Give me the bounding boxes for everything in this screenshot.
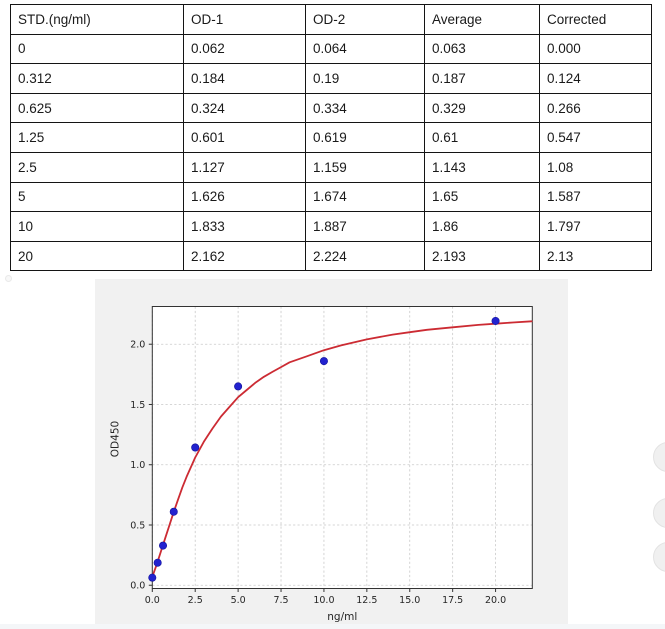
table-row: 5 1.626 1.674 1.65 1.587	[10, 181, 652, 213]
table-cell: 0.266	[539, 92, 652, 124]
table-cell: 5	[10, 181, 184, 213]
y-tick-label: 2.0	[130, 340, 145, 351]
table-cell: 20	[10, 240, 184, 272]
table-cell: 10	[10, 211, 184, 242]
x-tick-label: 15.0	[399, 595, 420, 606]
table-header-cell: OD-1	[183, 4, 306, 35]
x-tick-label: 0.0	[145, 595, 160, 606]
table-header-row: STD.(ng/ml) OD-1 OD-2 Average Corrected	[10, 4, 652, 35]
y-tick-label: 1.5	[130, 400, 145, 411]
table-cell: 1.674	[305, 181, 425, 213]
table-cell: 1.833	[183, 211, 306, 242]
table-cell: 0.184	[183, 63, 306, 94]
page-bottom-band	[0, 624, 665, 629]
table-cell: 1.86	[424, 211, 540, 242]
table-cell: 2.224	[305, 240, 425, 272]
data-point	[159, 541, 168, 550]
table-cell: 1.143	[424, 151, 540, 183]
table-cell: 1.127	[183, 151, 306, 183]
table-cell: 0.187	[424, 63, 540, 94]
data-point	[491, 316, 500, 325]
y-tick-label: 0.0	[130, 581, 145, 592]
table-cell: 0.334	[305, 92, 425, 124]
table-cell: 0.619	[305, 122, 425, 153]
table-cell: 1.65	[424, 181, 540, 213]
table-cell: 0.625	[10, 92, 184, 124]
table-header-cell: Average	[424, 4, 540, 35]
table-cell: 1.25	[10, 122, 184, 153]
table-cell: 2.13	[539, 240, 652, 272]
standard-curve-chart: 0.0 2.5 5.0 7.5 10.0 12.5 15.0 17.5 20.0 0.0 0.5 1.…	[109, 306, 533, 623]
data-point	[191, 443, 200, 452]
table-row: 2.5 1.127 1.159 1.143 1.08	[10, 151, 652, 183]
table-cell: 0	[10, 33, 184, 65]
table-cell: 0.063	[424, 33, 540, 65]
table-cell: 0.062	[183, 33, 306, 65]
table-cell: 0.601	[183, 122, 306, 153]
edge-widget-button-1[interactable]	[653, 442, 665, 472]
table-row: 0.312 0.184 0.19 0.187 0.124	[10, 63, 652, 94]
standards-table: STD.(ng/ml) OD-1 OD-2 Average Corrected 0 0.0…	[10, 4, 652, 272]
data-point	[153, 558, 162, 567]
table-row: 10 1.833 1.887 1.86 1.797	[10, 211, 652, 242]
table-cell: 0.19	[305, 63, 425, 94]
plot-area	[152, 306, 533, 589]
table-cell: 1.587	[539, 181, 652, 213]
table-cell: 0.547	[539, 122, 652, 153]
table-cell: 0.124	[539, 63, 652, 94]
table-row: 0.625 0.324 0.334 0.329 0.266	[10, 92, 652, 124]
table-cell: 1.159	[305, 151, 425, 183]
table-cell: 0.324	[183, 92, 306, 124]
x-tick-label: 7.5	[273, 595, 288, 606]
x-axis-label: ng/ml	[327, 611, 357, 623]
table-cell: 0.329	[424, 92, 540, 124]
data-point	[319, 357, 328, 366]
table-cell: 1.887	[305, 211, 425, 242]
y-axis-label: OD450	[109, 421, 121, 457]
table-row: 0 0.062 0.064 0.063 0.000	[10, 33, 652, 65]
table-cell: 0.064	[305, 33, 425, 65]
edge-widget-button-2[interactable]	[653, 498, 665, 528]
table-cell: 1.626	[183, 181, 306, 213]
table-cell: 1.797	[539, 211, 652, 242]
table-row: 1.25 0.601 0.619 0.61 0.547	[10, 122, 652, 153]
y-tick-label: 1.0	[130, 460, 145, 471]
table-anchor-dot	[5, 275, 12, 282]
table-cell: 2.162	[183, 240, 306, 272]
data-point	[148, 573, 157, 582]
x-tick-label: 2.5	[188, 595, 203, 606]
x-tick-label: 12.5	[356, 595, 377, 606]
table-cell: 0.000	[539, 33, 652, 65]
x-tick-label: 17.5	[442, 595, 463, 606]
table-row: 20 2.162 2.224 2.193 2.13	[10, 240, 652, 272]
x-tick-label: 5.0	[231, 595, 246, 606]
table-cell: 1.08	[539, 151, 652, 183]
table-header-cell: Corrected	[539, 4, 652, 35]
edge-widget-button-3[interactable]	[653, 542, 665, 572]
data-point	[169, 507, 178, 516]
axes-spines	[151, 306, 533, 589]
table-cell: 0.312	[10, 63, 184, 94]
table-cell: 0.61	[424, 122, 540, 153]
fit-curve	[151, 320, 533, 578]
data-point	[234, 382, 243, 391]
standard-curve-figure: 0.0 2.5 5.0 7.5 10.0 12.5 15.0 17.5 20.0 0.0 0.5 1.…	[95, 279, 568, 624]
x-tick-label: 20.0	[485, 595, 506, 606]
table-cell: 2.193	[424, 240, 540, 272]
x-tick-label: 10.0	[313, 595, 334, 606]
table-cell: 2.5	[10, 151, 184, 183]
table-header-cell: STD.(ng/ml)	[10, 4, 184, 35]
table-header-cell: OD-2	[305, 4, 425, 35]
y-tick-label: 0.5	[130, 520, 145, 531]
